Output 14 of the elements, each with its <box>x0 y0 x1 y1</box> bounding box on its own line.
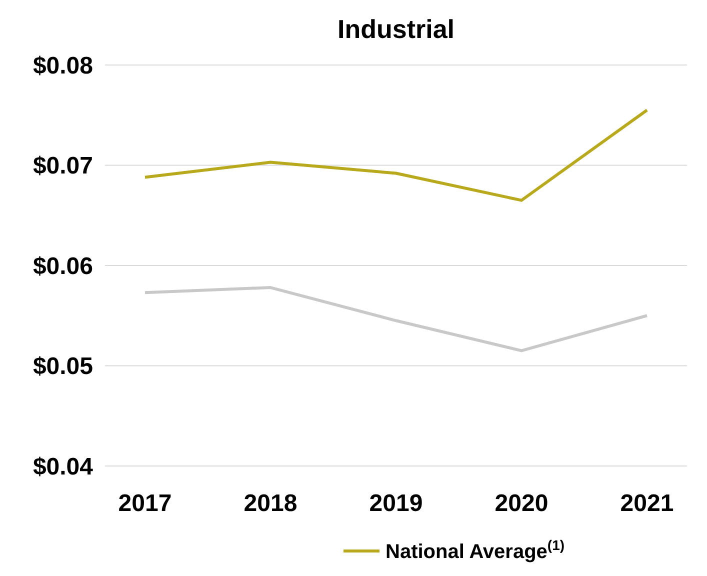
y-tick-label: $0.04 <box>32 453 94 480</box>
x-tick-label: 2017 <box>118 490 172 517</box>
x-tick-label: 2021 <box>620 490 674 517</box>
y-tick-label: $0.07 <box>32 152 93 180</box>
y-tick-label: $0.06 <box>32 252 93 280</box>
y-tick-label: $0.05 <box>32 353 93 380</box>
x-tick-label: 2019 <box>369 490 423 517</box>
y-tick-label: $0.08 <box>32 52 93 80</box>
line-series <box>144 286 648 352</box>
x-tick-label: 2018 <box>244 490 298 517</box>
chart-title: Industrial <box>337 14 455 44</box>
legend-label: National Average$^{(1)}$ <box>386 537 565 563</box>
line-series <box>144 108 648 202</box>
x-tick-label: 2020 <box>494 490 548 517</box>
